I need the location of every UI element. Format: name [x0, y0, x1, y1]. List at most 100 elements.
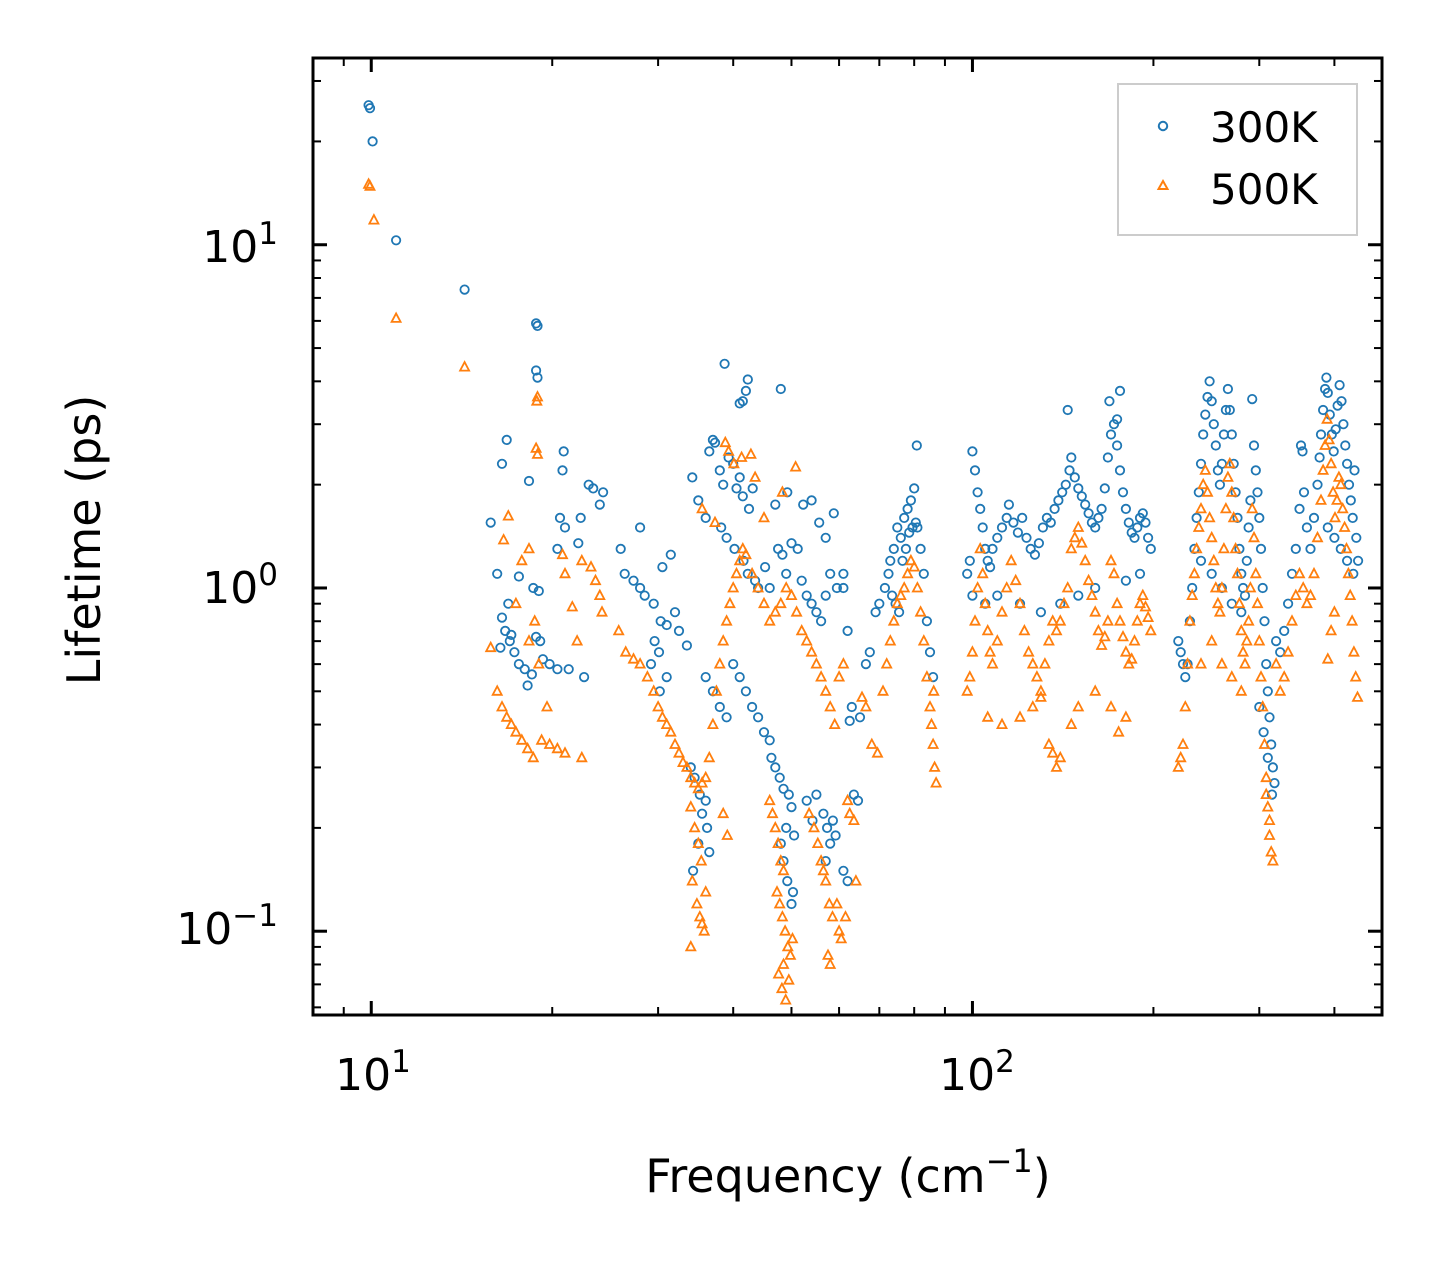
point-500K-176	[963, 670, 976, 682]
point-300K-236	[1099, 483, 1110, 494]
point-300K-4	[459, 284, 470, 295]
point-300K-322	[1275, 647, 1286, 658]
point-500K-123	[776, 910, 789, 922]
series-300K-points	[363, 100, 1364, 910]
point-300K-127	[758, 727, 770, 738]
point-500K-113	[717, 806, 730, 819]
point-300K-9	[501, 434, 512, 445]
point-500K-227	[1136, 588, 1149, 600]
point-500K-40	[571, 634, 584, 646]
point-500K-17	[589, 573, 602, 586]
point-300K-53	[661, 619, 672, 631]
point-300K-291	[1224, 404, 1235, 416]
point-500K-318	[1332, 470, 1345, 482]
point-500K-98	[749, 470, 762, 482]
legend-label-300K: 300K	[1210, 103, 1319, 152]
point-300K-218	[1037, 522, 1049, 533]
point-500K-261	[1205, 530, 1218, 543]
point-300K-229	[1076, 491, 1087, 502]
point-500K-253	[1188, 566, 1201, 579]
point-300K-50	[639, 590, 650, 601]
point-500K-34	[535, 733, 548, 745]
point-500K-112	[699, 885, 712, 897]
point-500K-262	[1207, 553, 1220, 566]
point-300K-212	[1012, 527, 1024, 538]
point-500K-53	[677, 755, 689, 767]
point-500K-21	[528, 614, 541, 626]
point-300K-199	[969, 465, 981, 476]
point-300K-216	[1029, 549, 1041, 560]
point-500K-96	[735, 450, 748, 462]
point-500K-93	[719, 435, 732, 448]
point-300K-331	[1301, 522, 1313, 533]
point-300K-115	[820, 532, 831, 543]
point-500K-122	[773, 897, 786, 909]
point-500K-36	[551, 741, 564, 754]
point-500K-172	[930, 776, 943, 788]
point-300K-336	[1315, 429, 1327, 440]
point-500K-304	[1297, 581, 1310, 593]
point-500K-187	[996, 605, 1008, 617]
point-500K-330	[1325, 623, 1338, 636]
point-500K-133	[803, 806, 816, 819]
point-500K-152	[859, 700, 872, 712]
point-300K-330	[1298, 487, 1310, 498]
point-500K-76	[769, 605, 782, 617]
point-500K-51	[669, 737, 681, 749]
point-500K-102	[684, 800, 697, 812]
point-500K-307	[1308, 566, 1320, 579]
point-500K-115	[763, 793, 776, 806]
point-300K-123	[734, 671, 745, 683]
point-500K-32	[521, 741, 534, 754]
point-500K-15	[575, 553, 588, 566]
point-300K-65	[687, 472, 698, 483]
point-300K-306	[1252, 487, 1263, 498]
point-300K-183	[918, 568, 929, 579]
point-500K-216	[1105, 553, 1117, 566]
point-500K-182	[979, 596, 992, 609]
point-300K-279	[1200, 409, 1211, 420]
point-300K-175	[895, 532, 906, 543]
point-300K-75	[731, 483, 742, 494]
point-300K-166	[854, 712, 866, 723]
point-500K-244	[1112, 725, 1125, 737]
point-300K-100	[825, 568, 836, 579]
point-500K-211	[1089, 605, 1102, 617]
point-300K-173	[888, 543, 899, 555]
point-500K-149	[847, 813, 860, 825]
point-500K-168	[920, 670, 933, 682]
point-300K-25	[513, 571, 525, 582]
point-500K-195	[1030, 670, 1043, 682]
point-500K-126	[784, 948, 797, 960]
point-500K-201	[1054, 614, 1067, 626]
point-300K-250	[1140, 517, 1151, 528]
point-500K-196	[1034, 684, 1047, 696]
point-500K-52	[673, 746, 685, 758]
point-500K-285	[1251, 596, 1264, 609]
point-300K-313	[1264, 712, 1275, 723]
point-300K-141	[778, 783, 789, 794]
point-500K-287	[1255, 670, 1267, 682]
point-500K-92	[709, 515, 721, 527]
point-500K-234	[1026, 700, 1039, 712]
point-500K-16	[585, 560, 597, 572]
point-300K-267	[1173, 635, 1184, 647]
point-500K-128	[772, 967, 785, 979]
point-500K-131	[782, 973, 795, 985]
point-300K-45	[506, 629, 517, 641]
point-300K-329	[1297, 446, 1308, 457]
point-300K-234	[1093, 512, 1104, 524]
point-500K-140	[826, 910, 839, 922]
point-300K-49	[634, 582, 646, 594]
point-500K-94	[722, 444, 735, 456]
point-300K-170	[874, 598, 885, 609]
point-300K-177	[902, 503, 913, 514]
point-300K-39	[563, 664, 574, 675]
point-500K-46	[647, 684, 660, 696]
point-500K-229	[1142, 610, 1155, 622]
point-500K-283	[1248, 530, 1260, 543]
point-500K-64	[717, 634, 730, 646]
point-500K-286	[1253, 634, 1266, 646]
point-300K-222	[1053, 495, 1064, 506]
